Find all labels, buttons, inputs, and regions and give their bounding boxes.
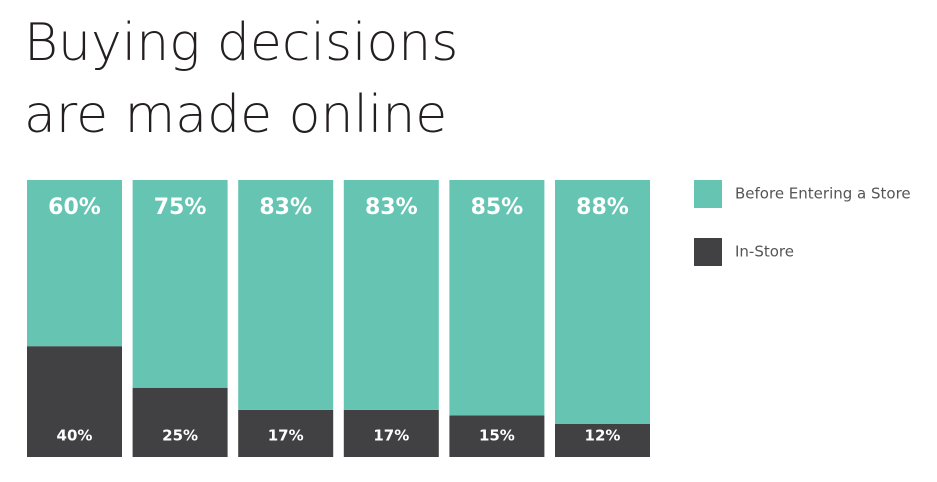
chart-title: are made online bbox=[24, 85, 447, 145]
bar-segment bbox=[132, 180, 228, 388]
value-label: 17% bbox=[373, 427, 409, 445]
bar-segment bbox=[27, 346, 122, 457]
bar-segment bbox=[449, 180, 545, 416]
value-label: 15% bbox=[479, 427, 515, 445]
bar-segment bbox=[238, 409, 334, 457]
bar-segment bbox=[132, 387, 228, 457]
bar-segment bbox=[343, 180, 439, 410]
bar-segment bbox=[27, 180, 122, 347]
bar-segment bbox=[555, 180, 650, 424]
value-label: 88% bbox=[576, 195, 629, 220]
value-label: 60% bbox=[48, 195, 101, 220]
value-label: 75% bbox=[154, 195, 207, 220]
value-label: 85% bbox=[471, 195, 524, 220]
legend-swatch bbox=[694, 238, 722, 266]
bar-segment bbox=[343, 409, 439, 457]
value-label: 12% bbox=[585, 427, 621, 445]
value-label: 25% bbox=[162, 427, 198, 445]
chart-title: Buying decisions bbox=[24, 13, 458, 73]
value-label: 83% bbox=[365, 195, 418, 220]
bar-segment bbox=[555, 423, 650, 457]
legend-label: In-Store bbox=[735, 243, 794, 261]
bar-segment bbox=[449, 415, 545, 457]
legend-label: Before Entering a Store bbox=[735, 185, 911, 203]
legend-swatch bbox=[694, 180, 722, 208]
value-label: 40% bbox=[57, 427, 93, 445]
value-label: 17% bbox=[268, 427, 304, 445]
value-label: 83% bbox=[259, 195, 312, 220]
bar-segment bbox=[238, 180, 334, 410]
